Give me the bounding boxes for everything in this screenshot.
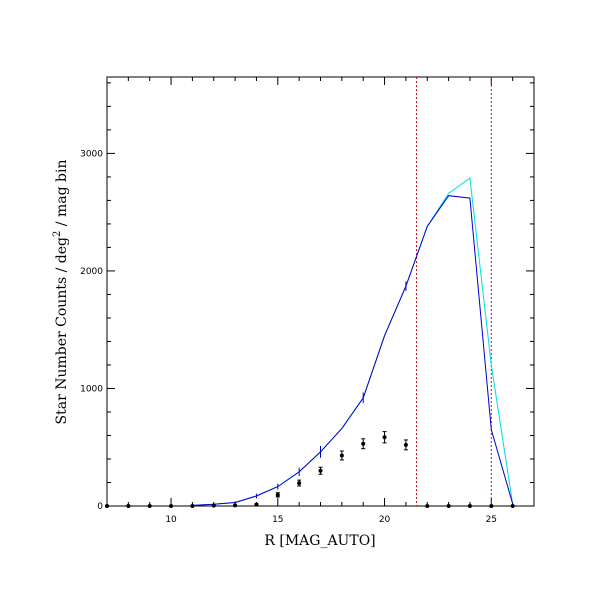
- series-line: [192, 177, 514, 506]
- data-point: [190, 504, 195, 508]
- data-point: [233, 503, 238, 508]
- x-tick-label: 25: [486, 515, 497, 525]
- data-point: [382, 435, 387, 440]
- data-point: [339, 453, 344, 458]
- plot-area: 10 15 20 25 0 1000 2000 3000: [80, 76, 535, 525]
- y-tick-label: 2000: [80, 267, 103, 277]
- data-point: [254, 502, 259, 507]
- x-tick-label: 20: [379, 515, 391, 525]
- y-axis-title-tail: / mag bin: [54, 160, 70, 231]
- data-point: [297, 481, 302, 486]
- series-line: [192, 195, 514, 506]
- data-point: [467, 504, 472, 508]
- y-axis-title: Star Number Counts / deg2 / mag bin: [52, 160, 70, 425]
- data-point: [105, 504, 109, 508]
- data-point: [361, 441, 366, 446]
- y-tick-label: 1000: [80, 384, 103, 394]
- data-point: [425, 504, 430, 508]
- x-tick-label: 10: [165, 515, 177, 525]
- data-point: [510, 504, 515, 508]
- data-point: [446, 504, 451, 508]
- x-axis-title: R [MAG_AUTO]: [264, 533, 375, 549]
- data-point: [147, 504, 152, 508]
- y-axis-title-main: Star Number Counts / deg: [54, 237, 70, 424]
- x-tick-label: 15: [272, 515, 283, 525]
- data-point: [169, 504, 174, 508]
- y-axis-title-superscript: 2: [52, 231, 63, 237]
- data-point: [489, 504, 494, 508]
- data-point: [275, 492, 280, 497]
- data-point: [211, 503, 216, 508]
- plot-frame: [106, 76, 535, 507]
- y-tick-label: 3000: [80, 149, 103, 159]
- y-tick-label: 0: [97, 502, 103, 512]
- data-point: [126, 504, 131, 508]
- data-point: [318, 468, 323, 473]
- data-point: [403, 442, 408, 447]
